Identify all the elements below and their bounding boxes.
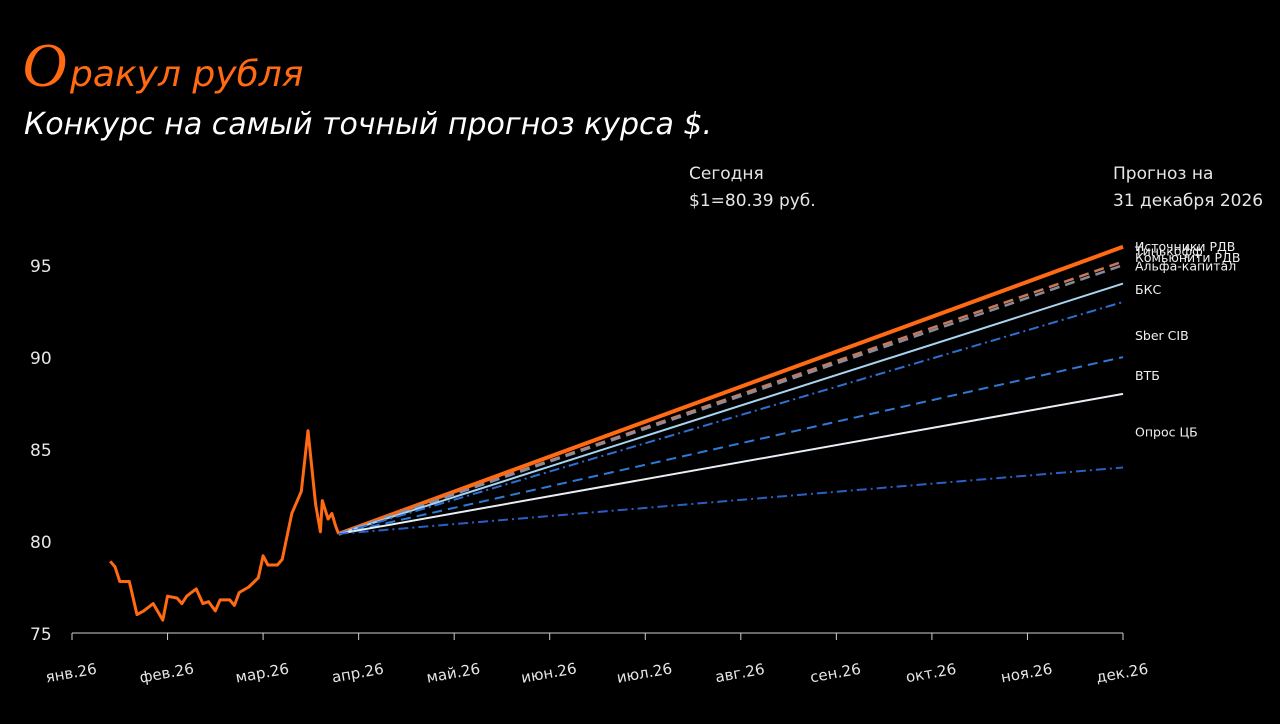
- x-tick-label: окт.26: [904, 660, 957, 687]
- x-tick-label: апр.26: [330, 660, 385, 687]
- legend-label: БКС: [1135, 282, 1161, 297]
- annotation: Сегодня: [689, 164, 764, 184]
- x-tick-label: фев.26: [138, 659, 195, 686]
- legend-label: Альфа-капитал: [1135, 259, 1236, 274]
- legend-label: ВТБ: [1135, 368, 1160, 383]
- x-tick-label: авг.26: [714, 660, 766, 686]
- x-tick-label: сен.26: [809, 660, 862, 687]
- title: ракул рубля: [69, 54, 303, 95]
- y-tick-label: 80: [30, 533, 52, 553]
- y-tick-label: 85: [30, 441, 52, 461]
- series-line: [338, 356, 1124, 535]
- x-tick-label: июн.26: [520, 659, 578, 686]
- x-tick-label: дек.26: [1095, 660, 1150, 687]
- x-tick-label: июл.26: [615, 659, 673, 686]
- title-initial: О: [22, 32, 67, 100]
- annotation: 31 декабря 2026: [1113, 191, 1263, 211]
- subtitle: Конкурс на самый точный прогноз курса $.: [24, 107, 712, 142]
- legend-label: Опрос ЦБ: [1135, 424, 1198, 439]
- legend-label: Комьюнити РДВ: [1135, 250, 1240, 265]
- y-tick-label: 95: [30, 257, 52, 277]
- x-tick-label: май.26: [425, 660, 481, 687]
- y-tick-label: 75: [30, 625, 52, 645]
- x-tick-label: янв.26: [44, 660, 98, 687]
- legend-label: Источники РДВ: [1135, 239, 1235, 254]
- series-line: [338, 301, 1124, 535]
- series-line: [338, 392, 1124, 535]
- x-tick-label: мар.26: [234, 660, 290, 687]
- legend-label: Sber CIB: [1135, 328, 1189, 343]
- series-line: [337, 244, 1124, 536]
- annotation: Прогноз на: [1113, 164, 1213, 184]
- series-line: [338, 282, 1124, 535]
- x-tick-label: ноя.26: [999, 660, 1053, 687]
- series-line: [338, 466, 1124, 535]
- y-tick-label: 90: [30, 349, 52, 369]
- series-line: [338, 264, 1124, 536]
- legend-label: Тинькофф: [1134, 243, 1203, 258]
- series-line: [109, 429, 341, 622]
- annotation: $1=80.39 руб.: [689, 191, 816, 211]
- series-line: [338, 260, 1124, 536]
